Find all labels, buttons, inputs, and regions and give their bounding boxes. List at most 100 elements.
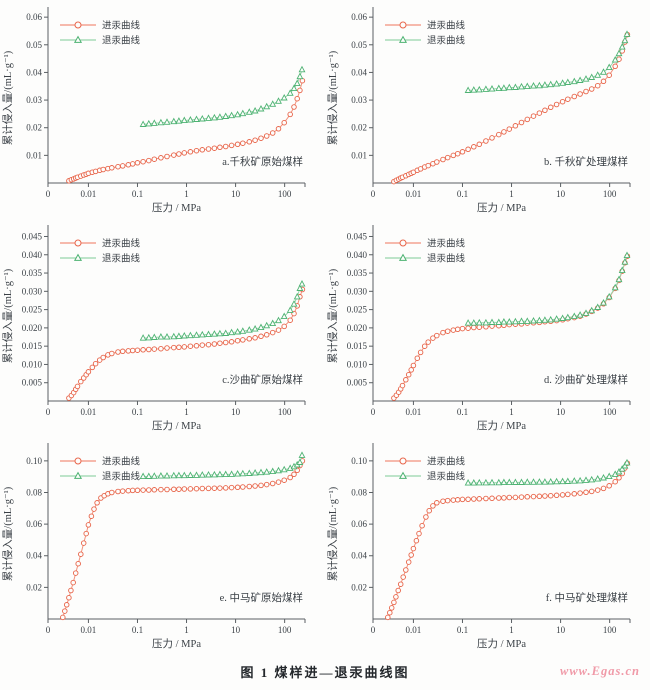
subplot-label: a.千秋矿原始煤样: [222, 155, 303, 168]
triangle-marker: [269, 319, 277, 327]
triangle-marker: [618, 266, 626, 274]
circle-marker: [109, 489, 115, 496]
x-tick-label: 0: [46, 189, 51, 199]
y-tick-label: 0.05: [26, 40, 42, 50]
triangle-marker: [553, 315, 561, 322]
legend-label: 退汞曲线: [427, 471, 466, 483]
circle-marker: [78, 551, 84, 557]
triangle-marker: [615, 275, 623, 283]
circle-marker: [454, 150, 461, 157]
circle-marker: [600, 78, 607, 85]
circle-marker: [483, 138, 489, 144]
circle-marker: [100, 354, 106, 361]
y-tick-label: 0.04: [26, 67, 42, 77]
legend-circle-marker: [74, 239, 82, 247]
circle-marker: [88, 513, 95, 519]
circle-marker: [181, 150, 188, 156]
circle-marker: [181, 344, 188, 350]
triangle-marker: [600, 473, 607, 481]
circle-marker: [171, 486, 177, 493]
triangle-marker: [570, 312, 578, 320]
legend-label: 进汞曲线: [102, 20, 141, 32]
triangle-marker: [228, 470, 236, 477]
triangle-marker: [216, 113, 224, 120]
circle-marker: [281, 477, 287, 483]
legend-circle-marker: [399, 21, 407, 29]
triangle-marker: [588, 73, 596, 80]
legend-triangle-marker: [398, 35, 408, 43]
triangle-marker: [290, 84, 298, 92]
triangle-marker: [559, 79, 567, 86]
circle-marker: [530, 493, 537, 500]
circle-marker: [240, 140, 246, 146]
circle-marker: [542, 493, 548, 499]
circle-marker: [395, 587, 401, 594]
triangle-marker: [594, 71, 602, 78]
circle-marker: [430, 503, 436, 509]
triangle-marker: [464, 479, 472, 486]
circle-marker: [275, 327, 282, 333]
circle-marker: [459, 496, 466, 503]
triangle-marker: [615, 49, 623, 57]
triangle-marker: [145, 333, 153, 341]
circle-marker: [89, 364, 96, 371]
triangle-marker: [275, 466, 282, 474]
triangle-marker: [576, 476, 584, 484]
triangle-marker: [518, 82, 525, 90]
circle-marker: [393, 594, 399, 600]
y-tick-label: 0.10: [351, 456, 367, 466]
y-tick-label: 0.02: [26, 582, 42, 592]
triangle-marker: [559, 314, 567, 321]
triangle-marker: [263, 102, 271, 110]
circle-marker: [465, 496, 471, 503]
circle-marker: [385, 614, 391, 621]
circle-marker: [80, 540, 87, 546]
circle-marker: [476, 324, 483, 330]
chart-d: 0 0.01 0.1 1 10 100 0.005 0.010 0.015 0.020 0.025 0…: [326, 225, 631, 432]
circle-marker: [83, 530, 89, 537]
circle-marker: [78, 378, 84, 385]
triangle-marker: [621, 258, 629, 265]
x-tick-label: 0.1: [132, 189, 143, 199]
triangle-marker: [298, 451, 306, 458]
circle-marker: [240, 337, 246, 343]
triangle-marker: [530, 82, 537, 89]
circle-marker: [199, 147, 206, 153]
triangle-marker: [623, 30, 631, 37]
circle-marker: [119, 488, 126, 494]
circle-marker: [297, 87, 303, 94]
circle-marker: [294, 95, 300, 102]
circle-marker: [234, 484, 241, 491]
circle-marker: [205, 485, 212, 492]
circle-marker: [181, 486, 188, 492]
circle-marker: [606, 483, 612, 489]
circle-marker: [496, 495, 502, 501]
circle-marker: [85, 522, 92, 528]
triangle-marker: [239, 109, 247, 117]
x-tick-label: 1: [184, 625, 189, 635]
circle-marker: [146, 157, 152, 164]
triangle-marker: [495, 84, 503, 92]
triangle-marker: [139, 120, 147, 127]
circle-marker: [518, 494, 525, 500]
circle-marker: [129, 487, 136, 494]
circle-marker: [74, 383, 81, 390]
circle-marker: [588, 86, 595, 92]
x-tick-label: 100: [603, 189, 617, 199]
legend-label: 退汞曲线: [427, 253, 466, 265]
triangle-marker: [482, 85, 490, 92]
triangle-marker: [280, 312, 288, 320]
circle-marker: [518, 119, 525, 126]
triangle-marker: [145, 472, 153, 479]
triangle-marker: [600, 299, 607, 306]
triangle-marker: [605, 472, 613, 480]
triangle-marker: [139, 472, 147, 480]
x-tick-label: 1: [184, 407, 189, 417]
legend-triangle-marker: [73, 471, 83, 479]
triangle-marker: [475, 318, 483, 326]
subplot-label: d. 沙曲矿处理煤样: [544, 373, 628, 386]
triangle-marker: [470, 86, 478, 93]
triangle-marker: [588, 475, 596, 483]
triangle-marker: [464, 319, 472, 326]
circle-marker: [140, 487, 146, 493]
